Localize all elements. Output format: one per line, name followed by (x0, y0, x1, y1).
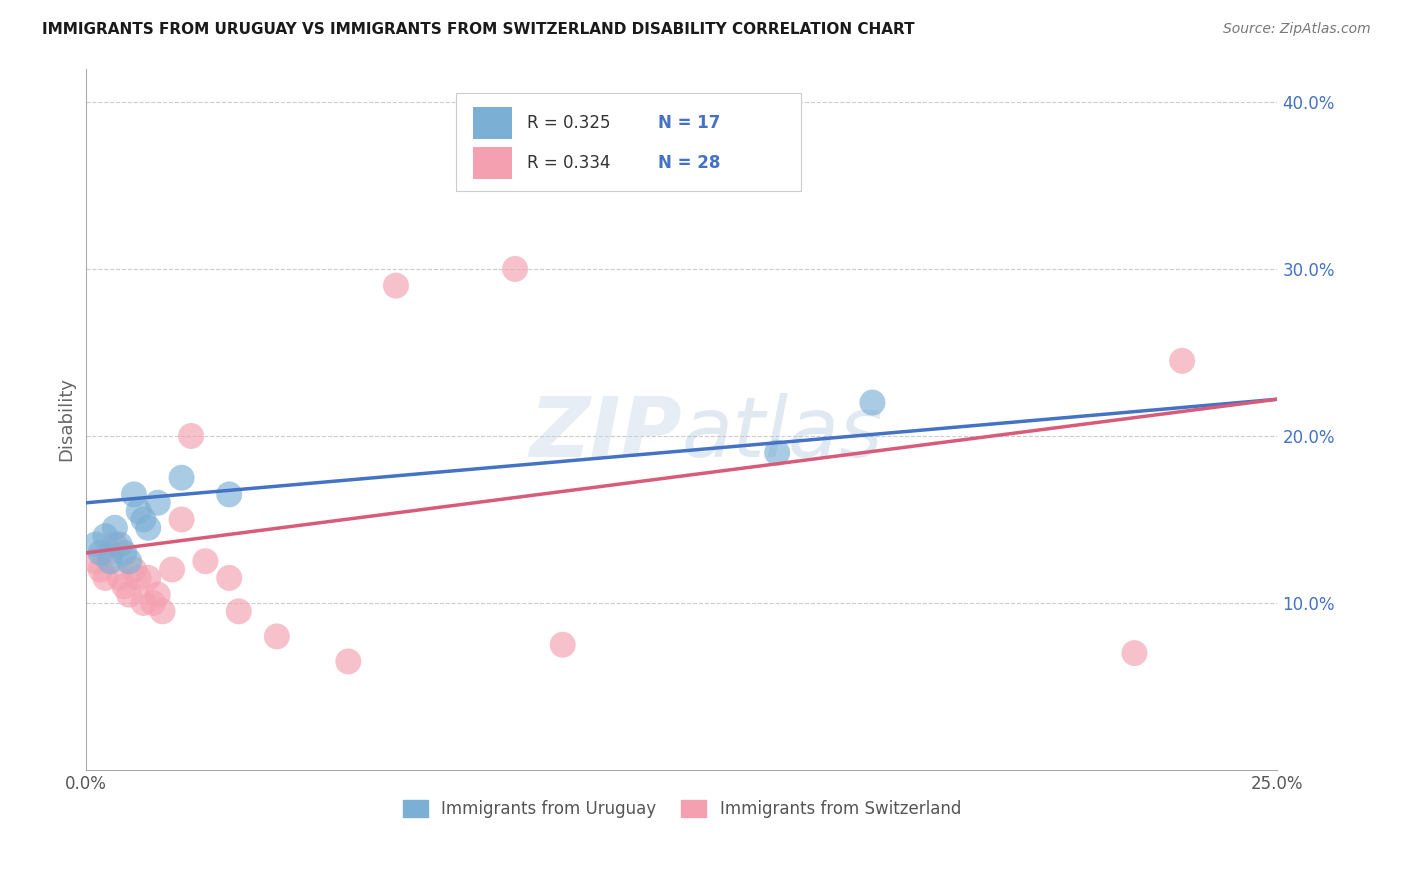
Point (1123, 646, 1146, 660)
Text: Source: ZipAtlas.com: Source: ZipAtlas.com (1223, 22, 1371, 37)
Point (218, 487, 240, 501)
Point (1171, 353, 1194, 368)
Point (194, 554, 217, 568)
Point (228, 604, 250, 618)
Point (146, 588, 169, 602)
Point (170, 471, 193, 485)
Y-axis label: Disability: Disability (58, 377, 75, 461)
Point (122, 563, 145, 577)
Point (84, 537, 107, 551)
Point (132, 512, 155, 526)
Point (112, 546, 135, 560)
Point (98, 554, 121, 568)
Point (112, 579, 135, 593)
Text: IMMIGRANTS FROM URUGUAY VS IMMIGRANTS FROM SWITZERLAND DISABILITY CORRELATION CH: IMMIGRANTS FROM URUGUAY VS IMMIGRANTS FR… (42, 22, 915, 37)
Point (90, 546, 112, 560)
Text: R = 0.334: R = 0.334 (527, 154, 610, 172)
Point (118, 554, 141, 568)
Legend: Immigrants from Uruguay, Immigrants from Switzerland: Immigrants from Uruguay, Immigrants from… (396, 793, 967, 825)
Point (94, 571, 117, 585)
Point (551, 638, 574, 652)
Point (132, 596, 155, 610)
Point (118, 588, 141, 602)
Point (84, 554, 107, 568)
Point (337, 655, 360, 669)
Point (90, 563, 112, 577)
FancyBboxPatch shape (474, 107, 512, 139)
Text: N = 28: N = 28 (658, 154, 720, 172)
Point (146, 496, 169, 510)
Point (94, 529, 117, 543)
Point (98, 546, 121, 560)
Point (136, 521, 159, 535)
Text: ZIP: ZIP (529, 392, 682, 474)
Point (136, 571, 159, 585)
Point (180, 429, 202, 443)
FancyBboxPatch shape (474, 147, 512, 179)
Point (142, 596, 165, 610)
Point (122, 487, 145, 501)
Point (218, 571, 240, 585)
Point (860, 395, 883, 409)
Point (170, 512, 193, 526)
Point (128, 571, 150, 585)
Point (160, 563, 183, 577)
Point (266, 629, 288, 643)
Point (104, 521, 127, 535)
Text: R = 0.325: R = 0.325 (527, 114, 610, 132)
Point (108, 537, 131, 551)
Text: atlas: atlas (682, 392, 883, 474)
Point (152, 604, 174, 618)
Point (766, 445, 789, 459)
Point (128, 504, 150, 518)
FancyBboxPatch shape (456, 93, 801, 191)
Point (104, 537, 127, 551)
Point (108, 571, 131, 585)
Text: N = 17: N = 17 (658, 114, 720, 132)
Point (385, 278, 408, 293)
Point (503, 262, 526, 277)
